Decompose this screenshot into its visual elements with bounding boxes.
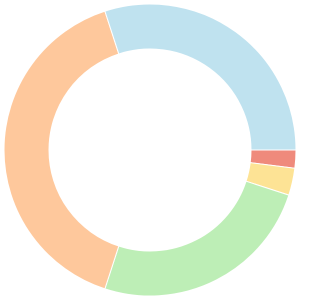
page: {"chart_data": {"type": "donut", "values… [3, 3, 297, 297]
donut-segment [104, 3, 297, 151]
donut-segment [104, 180, 290, 297]
chart [3, 3, 297, 297]
donut-segment [3, 10, 120, 290]
